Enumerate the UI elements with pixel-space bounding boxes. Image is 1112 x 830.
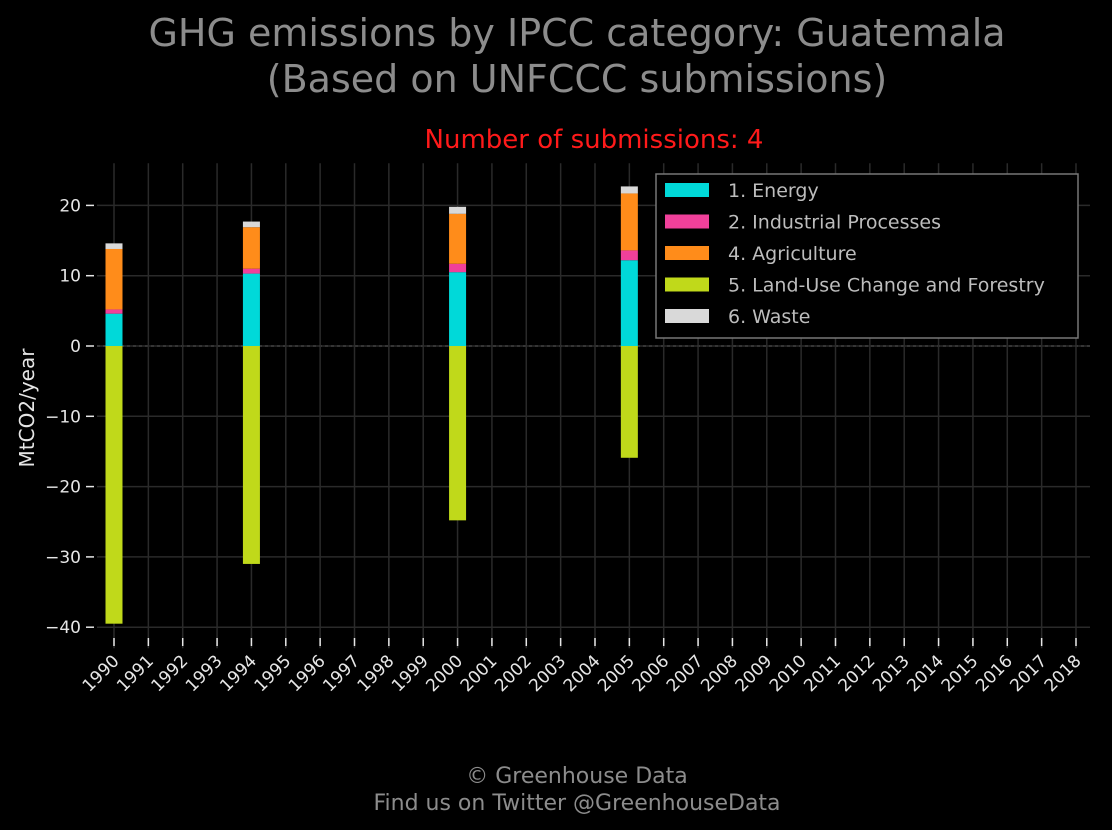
bars bbox=[105, 186, 638, 624]
legend-label: 4. Agriculture bbox=[728, 243, 857, 265]
chart-title-line-2: (Based on UNFCCC submissions) bbox=[267, 57, 887, 101]
legend-label: 5. Land-Use Change and Forestry bbox=[728, 275, 1045, 297]
legend: 1. Energy 2. Industrial Processes 4. Agric… bbox=[655, 173, 1079, 339]
y-tick-label: 0 bbox=[70, 337, 81, 357]
bar-segment bbox=[105, 346, 123, 624]
bar-segment bbox=[242, 221, 260, 228]
bar-segment bbox=[105, 243, 123, 249]
legend-swatch bbox=[665, 309, 709, 323]
footer-twitter: Find us on Twitter @GreenhouseData bbox=[373, 791, 780, 816]
bar-segment bbox=[242, 273, 260, 346]
y-tick-label: −40 bbox=[45, 618, 81, 638]
bar-segment bbox=[449, 263, 467, 273]
bar-segment bbox=[449, 213, 467, 264]
legend-swatch bbox=[665, 214, 709, 229]
y-axis: 20 10 0 −10 −20 −30 −40 bbox=[45, 196, 94, 638]
legend-swatch bbox=[665, 246, 709, 260]
bar-segment bbox=[449, 206, 467, 214]
bar-segment bbox=[449, 346, 467, 521]
bar-segment bbox=[620, 260, 638, 346]
legend-label: 6. Waste bbox=[728, 306, 810, 328]
legend-swatch bbox=[665, 277, 709, 292]
legend-label: 1. Energy bbox=[728, 180, 819, 202]
bar-segment bbox=[242, 268, 260, 274]
grid bbox=[97, 163, 1090, 649]
bar-segment bbox=[620, 186, 638, 194]
bar-segment bbox=[242, 346, 260, 564]
bar-segment bbox=[449, 272, 467, 346]
y-tick-label: −20 bbox=[45, 478, 81, 498]
chart-subtitle: Number of submissions: 4 bbox=[425, 125, 764, 155]
bar-segment bbox=[105, 309, 123, 314]
y-tick-label: 10 bbox=[59, 267, 81, 287]
legend-swatch bbox=[665, 183, 709, 197]
bar-segment bbox=[242, 227, 260, 269]
y-axis-label: MtCO2/year bbox=[15, 348, 39, 468]
legend-frame bbox=[655, 173, 1079, 339]
y-tick-label: 20 bbox=[59, 196, 81, 216]
bar-segment bbox=[105, 248, 123, 310]
bar-segment bbox=[105, 313, 123, 346]
bar-segment bbox=[620, 250, 638, 261]
y-tick-label: −30 bbox=[45, 548, 81, 568]
y-tick-label: −10 bbox=[45, 407, 81, 427]
footer-copyright: © Greenhouse Data bbox=[466, 764, 687, 789]
chart-title-line-1: GHG emissions by IPCC category: Guatemal… bbox=[148, 11, 1005, 55]
bar-segment bbox=[620, 346, 638, 458]
legend-label: 2. Industrial Processes bbox=[728, 212, 941, 234]
bar-segment bbox=[620, 193, 638, 251]
